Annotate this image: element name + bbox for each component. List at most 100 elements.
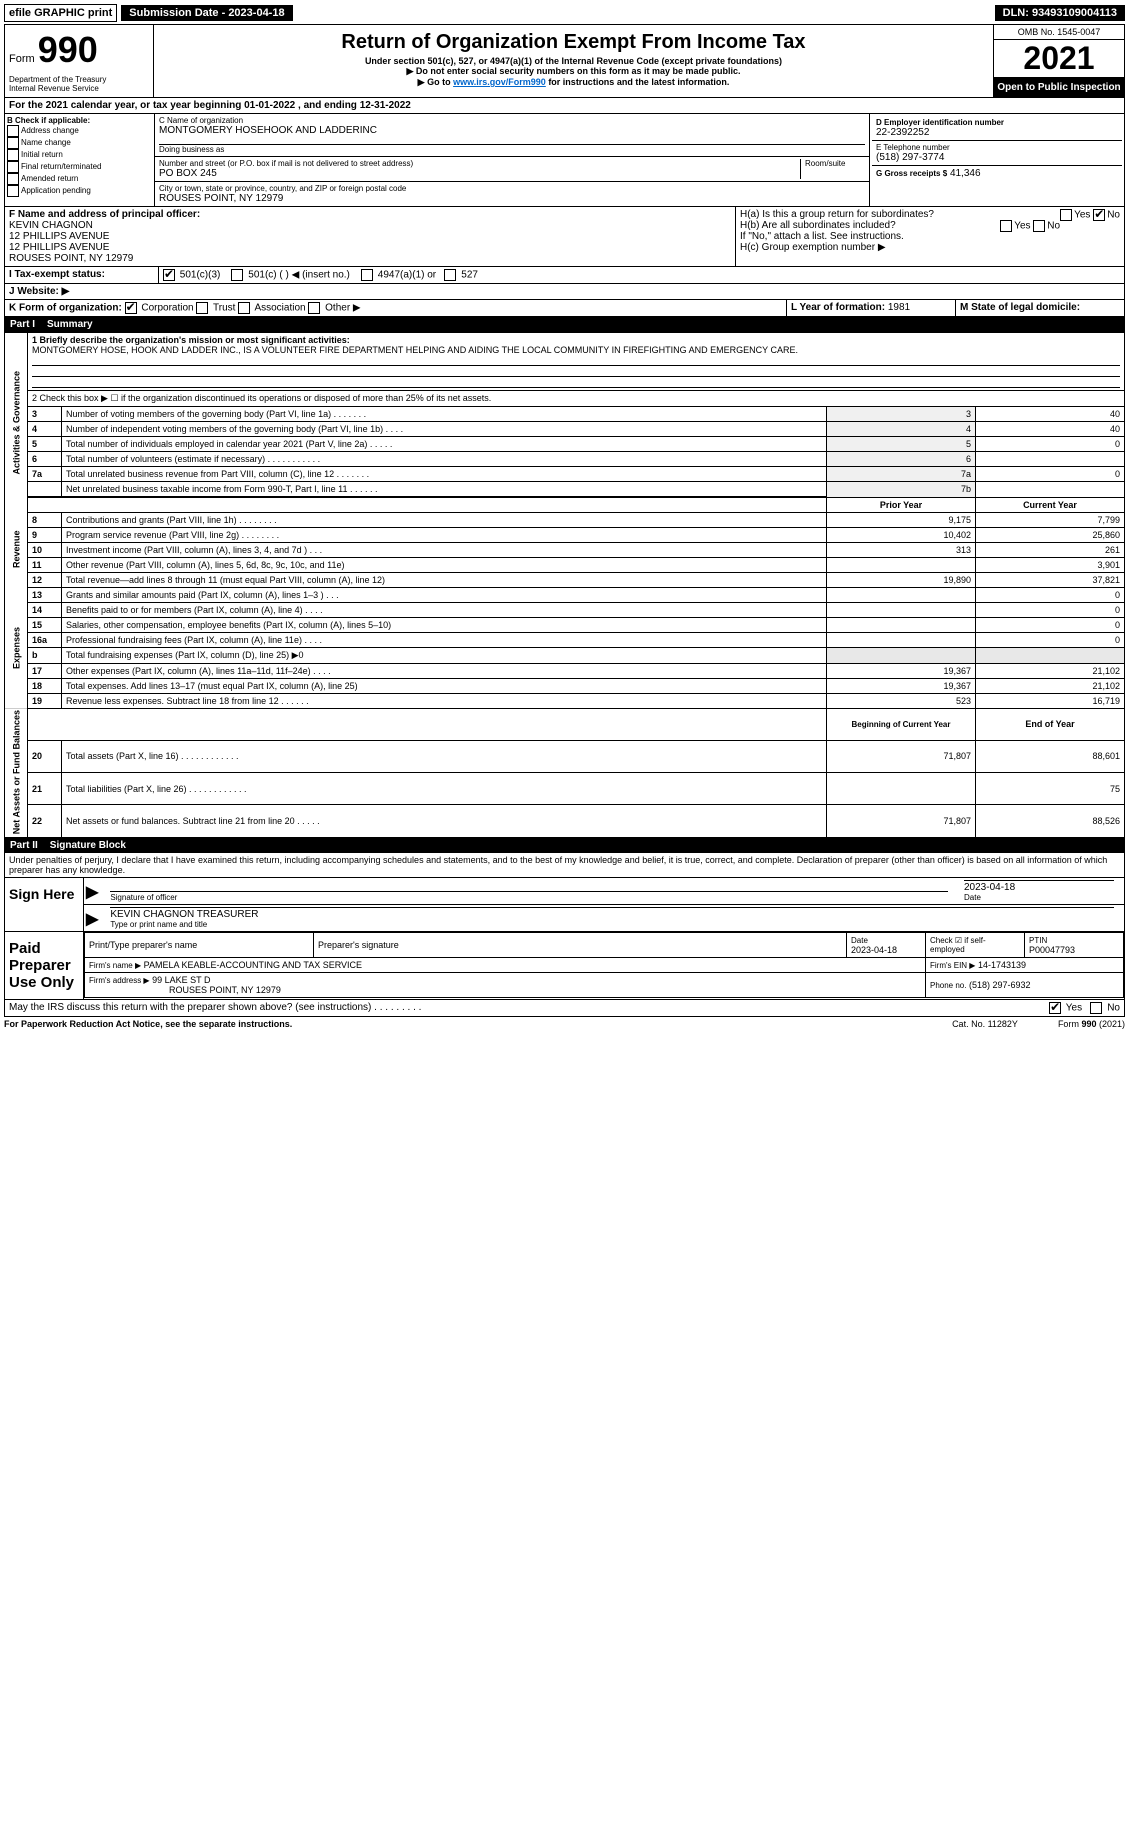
sig-name: KEVIN CHAGNON TREASURER [110, 909, 1114, 920]
line-a: For the 2021 calendar year, or tax year … [4, 98, 1125, 114]
open-public: Open to Public Inspection [994, 78, 1124, 97]
opt: Corporation [141, 303, 193, 314]
no-label: No [1047, 221, 1060, 232]
footer: For Paperwork Reduction Act Notice, see … [4, 1017, 1125, 1031]
l-label: L Year of formation: [791, 302, 885, 313]
discuss-cell: May the IRS discuss this return with the… [5, 1000, 1124, 1016]
vert-revenue: Revenue [5, 512, 28, 587]
k-trust-checkbox[interactable] [196, 302, 208, 314]
firm-ein-cell: Firm's EIN ▶ 14-1743139 [926, 957, 1124, 972]
ln: 12 [28, 572, 62, 587]
cb-label: Name change [21, 138, 71, 147]
firm-addr-label: Firm's address ▶ [89, 976, 150, 985]
line1-label: 1 Briefly describe the organization's mi… [32, 335, 1120, 345]
k-other-checkbox[interactable] [308, 302, 320, 314]
f-name: KEVIN CHAGNON [9, 220, 731, 231]
discuss-yes-checkbox[interactable] [1049, 1002, 1061, 1014]
lp: 19,367 [827, 678, 976, 693]
paid-label: Paid Preparer Use Only [5, 932, 84, 999]
lt: Total number of individuals employed in … [62, 437, 827, 452]
street-value: PO BOX 245 [159, 168, 796, 179]
lt: Total revenue—add lines 8 through 11 (mu… [62, 572, 827, 587]
line2: 2 Check this box ▶ ☐ if the organization… [28, 391, 1125, 407]
lp: 71,807 [827, 805, 976, 837]
section-h: H(a) Is this a group return for subordin… [736, 207, 1124, 266]
submission-date-button[interactable]: Submission Date - 2023-04-18 [121, 5, 292, 21]
ln: 20 [28, 740, 62, 772]
ha-no-checkbox[interactable] [1093, 209, 1105, 221]
k-assoc-checkbox[interactable] [238, 302, 250, 314]
i-4947-checkbox[interactable] [361, 269, 373, 281]
checkbox-initial-return[interactable]: Initial return [7, 149, 152, 161]
cb-label: Final return/terminated [21, 162, 101, 171]
begin-header: Beginning of Current Year [827, 708, 976, 740]
phone-row: E Telephone number (518) 297-3774 [872, 141, 1122, 166]
city-value: ROUSES POINT, NY 12979 [159, 193, 865, 204]
section-j: J Website: ▶ [4, 284, 1125, 300]
ein-label: D Employer identification number [876, 118, 1118, 127]
cb-label: Application pending [21, 186, 91, 195]
hb-no-checkbox[interactable] [1033, 220, 1045, 232]
lt: Net unrelated business taxable income fr… [62, 482, 827, 498]
lt: Contributions and grants (Part VIII, lin… [66, 515, 277, 525]
lc-gray [976, 647, 1125, 663]
f-label: F Name and address of principal officer: [9, 209, 731, 220]
goto-suffix: for instructions and the latest informat… [548, 77, 729, 87]
goto-link[interactable]: www.irs.gov/Form990 [453, 77, 546, 87]
lv [976, 452, 1125, 467]
discuss-no-checkbox[interactable] [1090, 1002, 1102, 1014]
lc: 21,102 [976, 663, 1125, 678]
discuss-row: May the IRS discuss this return with the… [4, 1000, 1125, 1017]
form-prefix: Form [9, 53, 35, 65]
checkbox-amended-return[interactable]: Amended return [7, 173, 152, 185]
yes: Yes [1066, 1002, 1082, 1013]
lt: Net assets or fund balances. Subtract li… [62, 805, 827, 837]
firm-name-label: Firm's name ▶ [89, 961, 141, 970]
checkbox-application-pending[interactable]: Application pending [7, 185, 152, 197]
no: No [1107, 1002, 1120, 1013]
i-527-checkbox[interactable] [444, 269, 456, 281]
dept-label: Department of the Treasury Internal Reve… [9, 75, 149, 93]
form-warning: ▶ Do not enter social security numbers o… [158, 66, 989, 77]
opt-label: 527 [461, 270, 478, 281]
checkbox-final-return[interactable]: Final return/terminated [7, 161, 152, 173]
street-label: Number and street (or P.O. box if mail i… [159, 159, 796, 168]
omb-label: OMB No. 1545-0047 [994, 25, 1124, 40]
firm-phone-cell: Phone no. (518) 297-6932 [926, 972, 1124, 997]
lp-gray [827, 647, 976, 663]
ln: 21 [28, 773, 62, 805]
lb: 7b [827, 482, 976, 498]
lv: 40 [976, 422, 1125, 437]
opt: Association [254, 303, 305, 314]
i-501c3-checkbox[interactable] [163, 269, 175, 281]
lc: 0 [976, 602, 1125, 617]
fh-block: F Name and address of principal officer:… [4, 207, 1125, 267]
opt-label: 4947(a)(1) or [378, 270, 436, 281]
lt: Other expenses (Part IX, column (A), lin… [62, 663, 827, 678]
sig-date-label: Date [964, 893, 981, 902]
opt-label: 501(c)(3) [180, 270, 221, 281]
org-name: MONTGOMERY HOSEHOOK AND LADDERINC [159, 125, 865, 136]
paid-preparer-block: Paid Preparer Use Only Print/Type prepar… [4, 932, 1125, 1000]
form-goto: ▶ Go to www.irs.gov/Form990 for instruct… [158, 77, 989, 88]
lc: 37,821 [976, 572, 1125, 587]
lt: Total expenses. Add lines 13–17 (must eq… [62, 678, 827, 693]
lc: 261 [976, 542, 1125, 557]
i-501c-checkbox[interactable] [231, 269, 243, 281]
lt: Number of voting members of the governin… [62, 407, 827, 422]
hb-yes-checkbox[interactable] [1000, 220, 1012, 232]
yes-label: Yes [1074, 210, 1090, 221]
ha-yes-checkbox[interactable] [1060, 209, 1072, 221]
klm-row: K Form of organization: Corporation Trus… [4, 300, 1125, 317]
ln: 15 [28, 617, 62, 632]
gov-row: 6Total number of volunteers (estimate if… [5, 452, 1125, 467]
i-options: 501(c)(3) 501(c) ( ) ◀ (insert no.) 4947… [159, 267, 1124, 283]
ln [28, 482, 62, 498]
lt: Total fundraising expenses (Part IX, col… [62, 647, 827, 663]
firm-name-cell: Firm's name ▶ PAMELA KEABLE-ACCOUNTING A… [85, 957, 926, 972]
checkbox-address-change[interactable]: Address change [7, 125, 152, 137]
section-c: C Name of organization MONTGOMERY HOSEHO… [155, 114, 869, 206]
section-m: M State of legal domicile: [956, 300, 1124, 316]
k-corp-checkbox[interactable] [125, 302, 137, 314]
checkbox-name-change[interactable]: Name change [7, 137, 152, 149]
